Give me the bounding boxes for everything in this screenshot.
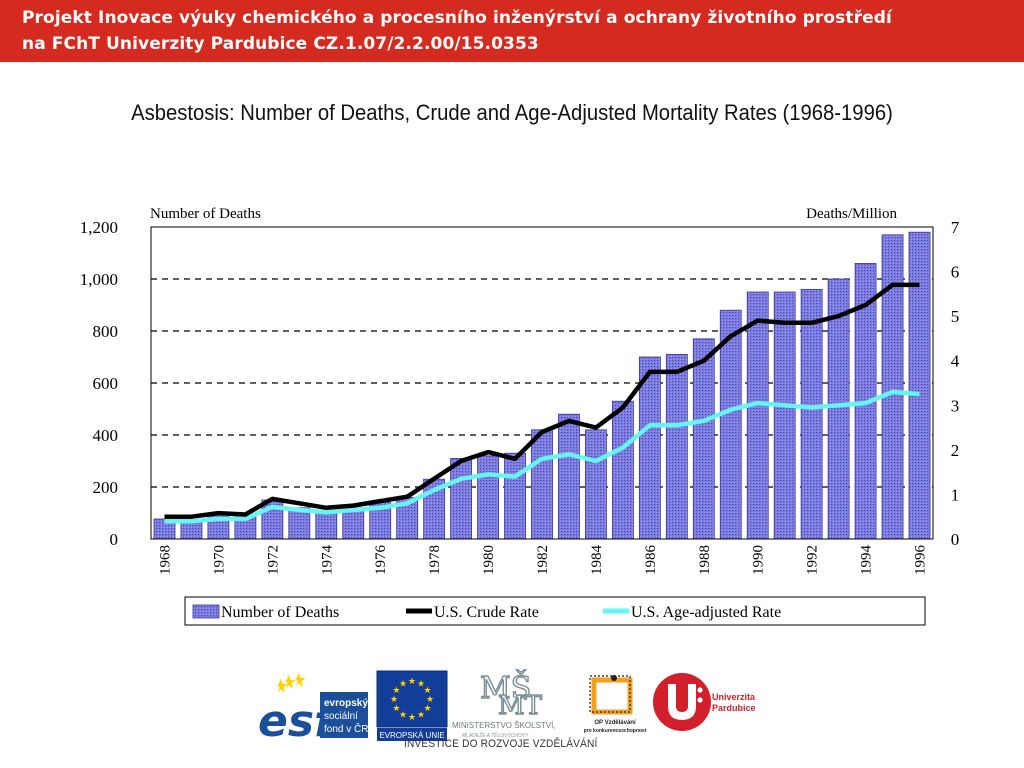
deaths-bar bbox=[800, 288, 823, 540]
op-text-1: OP Vzdělávání bbox=[594, 720, 636, 726]
deaths-bar bbox=[611, 400, 634, 540]
banner-title-line-1: Projekt Inovace výuky chemického a proce… bbox=[22, 8, 892, 28]
eu-star-icon: ★ bbox=[392, 704, 400, 714]
right-tick-label: 7 bbox=[951, 218, 960, 237]
legend-label: U.S. Crude Rate bbox=[434, 604, 539, 621]
legend-label: U.S. Age-adjusted Rate bbox=[631, 604, 781, 621]
right-axis-label: Deaths/Million bbox=[806, 206, 897, 222]
x-tick-label: 1970 bbox=[211, 545, 227, 575]
rate-lines bbox=[164, 282, 920, 524]
x-tick-label: 1986 bbox=[643, 545, 659, 576]
right-tick-label: 6 bbox=[951, 263, 960, 282]
op-text-2: pro konkurenceschopnost bbox=[584, 728, 647, 734]
deaths-bar bbox=[504, 452, 526, 540]
x-tick-label: 1984 bbox=[589, 545, 605, 576]
right-tick-label: 2 bbox=[951, 441, 960, 460]
right-tick-label: 1 bbox=[951, 485, 960, 504]
crude-rate-line bbox=[164, 282, 920, 519]
left-tick-label: 600 bbox=[93, 374, 119, 393]
deaths-bar bbox=[665, 353, 688, 540]
msmt-text-2: MLÁDEŽE A TĚLOVÝCHOVY bbox=[462, 731, 529, 739]
eu-star-icon: ★ bbox=[417, 679, 425, 689]
x-tick-label: 1992 bbox=[805, 545, 821, 575]
project-banner: Projekt Inovace výuky chemického a proce… bbox=[0, 0, 1024, 62]
eu-star-icon: ★ bbox=[424, 704, 432, 714]
svg-text:MT: MT bbox=[498, 691, 543, 721]
eu-star-icon: ★ bbox=[417, 711, 425, 721]
left-axis-label: Number of Deaths bbox=[150, 206, 261, 222]
x-tick-label: 1982 bbox=[535, 545, 551, 575]
left-tick-label: 400 bbox=[93, 426, 119, 445]
eu-star-icon: ★ bbox=[390, 695, 398, 705]
esf-logo: esf evropský sociální fond v ČR bbox=[256, 670, 370, 742]
right-tick-label: 5 bbox=[951, 307, 960, 326]
deaths-bar bbox=[881, 234, 904, 540]
deaths-bar bbox=[585, 429, 607, 540]
upce-text-1: Univerzita bbox=[712, 692, 756, 702]
x-tick-label: 1968 bbox=[158, 545, 174, 575]
x-tick-label: 1994 bbox=[859, 545, 875, 576]
deaths-bar bbox=[450, 457, 473, 540]
op-vk-logo: OP Vzdělávání pro konkurenceschopnost bbox=[584, 675, 647, 734]
x-tick-label: 1972 bbox=[265, 545, 281, 575]
legend-label: Number of Deaths bbox=[221, 604, 339, 621]
esf-text-3: fond v ČR bbox=[324, 722, 368, 735]
x-tick-label: 1990 bbox=[751, 545, 767, 575]
svg-text:MŠ: MŠ bbox=[480, 670, 531, 706]
left-tick-label: 800 bbox=[93, 322, 119, 341]
deaths-bar bbox=[692, 338, 715, 540]
banner-title-line-2: na FChT Univerzity Pardubice CZ.1.07/2.2… bbox=[22, 34, 539, 54]
x-tick-label: 1996 bbox=[913, 545, 929, 576]
deaths-bar bbox=[773, 291, 796, 540]
slide-title: Asbestosis: Number of Deaths, Crude and … bbox=[131, 100, 893, 125]
x-tick-label: 1980 bbox=[481, 545, 497, 575]
left-tick-label: 200 bbox=[93, 478, 119, 497]
x-tick-label: 1978 bbox=[427, 545, 443, 575]
eu-star-icon: ★ bbox=[426, 695, 434, 705]
x-tick-label: 1988 bbox=[697, 545, 713, 575]
deaths-bars bbox=[153, 231, 931, 540]
deaths-bar bbox=[558, 413, 580, 540]
eu-star-icon: ★ bbox=[408, 677, 416, 687]
axes: 0 200 400 600 800 1,000 1,200 0 1 2 3 4 5 6 7 1968 1970 1… bbox=[80, 218, 960, 575]
msmt-logo: MŠ MT MINISTERSTVO ŠKOLSTVÍ, MLÁDEŽE A T… bbox=[452, 669, 556, 739]
deaths-bar bbox=[477, 455, 499, 540]
plot-frame bbox=[150, 226, 934, 540]
deaths-bar bbox=[531, 429, 553, 540]
right-tick-label: 4 bbox=[951, 352, 960, 371]
legend-swatch-deaths bbox=[192, 604, 220, 619]
mortality-chart: 0 200 400 600 800 1,000 1,200 0 1 2 3 4 5 6 7 1968 1970 1… bbox=[80, 206, 960, 626]
eu-flag-logo: ★ ★★★★★★★★★★★ EVROPSKÁ UNIE bbox=[376, 670, 448, 741]
eu-star-icon: ★ bbox=[408, 713, 416, 723]
x-tick-label: 1974 bbox=[319, 545, 335, 576]
eu-star-icon: ★ bbox=[424, 686, 432, 696]
eu-star-icon: ★ bbox=[392, 686, 400, 696]
upce-text-2: Pardubice bbox=[712, 703, 756, 713]
left-tick-label: 1,000 bbox=[80, 270, 118, 289]
footer-logos: esf evropský sociální fond v ČR ★ ★ ★ ★ ★ ★ ★ ★… bbox=[0, 660, 1024, 768]
eu-star-icon: ★ bbox=[399, 679, 407, 689]
age-adjusted-rate-line bbox=[164, 389, 920, 524]
deaths-bar bbox=[315, 509, 338, 540]
left-tick-label: 0 bbox=[110, 530, 119, 549]
footer-tagline: INVESTICE DO ROZVOJE VZDĚLÁVÁNÍ bbox=[404, 738, 598, 750]
right-tick-label: 0 bbox=[951, 530, 960, 549]
esf-text-2: sociální bbox=[324, 711, 358, 722]
legend-box bbox=[184, 596, 926, 626]
esf-text-1: evropský bbox=[324, 698, 368, 709]
eu-text: EVROPSKÁ UNIE bbox=[379, 731, 444, 740]
chart-legend: Number of Deaths U.S. Crude Rate U.S. Age-… bbox=[184, 596, 926, 626]
left-tick-label: 1,200 bbox=[80, 218, 118, 237]
deaths-bar bbox=[746, 291, 769, 540]
right-tick-label: 3 bbox=[951, 396, 960, 415]
eu-star-icon: ★ bbox=[399, 711, 407, 721]
x-tick-label: 1976 bbox=[373, 545, 389, 576]
deaths-bar bbox=[908, 231, 931, 540]
univerzita-pardubice-logo: Univerzita Pardubice bbox=[653, 673, 756, 731]
msmt-text-1: MINISTERSTVO ŠKOLSTVÍ, bbox=[452, 721, 556, 730]
